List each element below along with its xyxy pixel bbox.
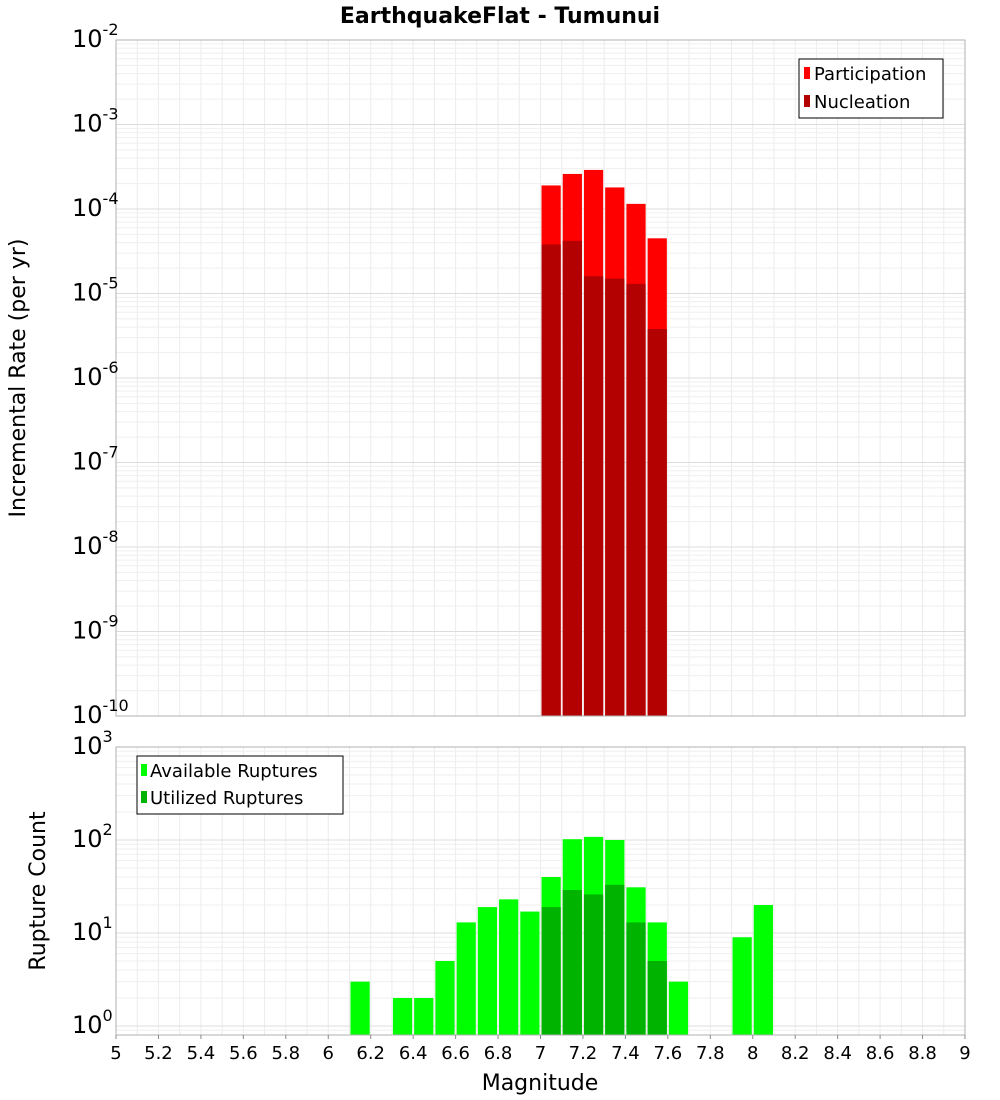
legend-swatch-nucleation [804,95,810,107]
legend-swatch-utilized-ruptures [141,791,147,803]
x-ticks-magnitude: 5 5.2 5.4 5.6 5.8 6 6.2 6.4 6.6 6.8 7 7.2 7.4 7.6 7.8 8… [110,1035,971,1064]
count-bar-available-ruptures [435,960,455,1035]
count-bar-utilized-ruptures [583,894,604,1035]
legend-swatch-available-ruptures [141,764,147,776]
y-ticks-rate: 10-10 10-9 10-8 10-7 10-6 10-5 10-4 10-3 10-2 [72,20,129,729]
count-bar-available-ruptures [350,981,370,1035]
rate-bar-nucleation [605,278,625,716]
count-bar-available-ruptures [456,922,476,1035]
xtick-label: 8.2 [781,1043,810,1064]
xtick-label: 5.8 [271,1043,300,1064]
xtick-label: 9 [959,1043,970,1064]
xtick-label: 6.8 [484,1043,513,1064]
xtick-label: 8.4 [823,1043,852,1064]
xtick-label: 8.8 [908,1043,937,1064]
legend-label-nucleation: Nucleation [814,92,910,113]
count-bar-utilized-ruptures [647,960,667,1035]
rate-ytick-label: 10-3 [72,105,119,138]
rate-ytick-label: 10-7 [72,443,119,476]
x-axis-label: Magnitude [482,1071,599,1096]
xtick-label: 6.2 [356,1043,385,1064]
rate-ytick-label: 10-10 [72,696,129,729]
xtick-label: 8.6 [866,1043,895,1064]
legend-swatch-participation [804,67,810,79]
count-bar-utilized-ruptures [605,884,625,1035]
count-bar-available-ruptures [520,911,540,1035]
xtick-label: 5.4 [187,1043,216,1064]
rate-ytick-label: 10-9 [72,612,119,645]
legend-rate: Participation Nucleation [798,58,944,119]
legend-box-rate [798,58,944,119]
chart-title: EarthquakeFlat - Tumunui [340,4,660,29]
xtick-label: 8 [747,1043,758,1064]
count-ytick-label: 100 [72,1006,113,1039]
xtick-label: 6.6 [441,1043,470,1064]
legend-label-available-ruptures: Available Ruptures [150,761,318,782]
xtick-label: 7.8 [696,1043,725,1064]
xtick-label: 7.6 [654,1043,683,1064]
xtick-label: 7 [535,1043,546,1064]
bars-count [350,836,773,1035]
count-bar-available-ruptures [753,904,773,1035]
count-bar-available-ruptures [499,899,519,1035]
count-bar-available-ruptures [392,997,413,1035]
rate-ytick-label: 10-5 [72,274,119,307]
count-bar-available-ruptures [477,907,498,1035]
legend-label-participation: Participation [814,64,926,85]
gridlines-rate [115,40,966,717]
xtick-label: 6.4 [399,1043,428,1064]
count-ytick-label: 101 [72,913,113,946]
legend-label-utilized-ruptures: Utilized Ruptures [150,788,303,809]
count-bar-utilized-ruptures [541,907,561,1035]
xtick-label: 5 [110,1043,121,1064]
count-bar-utilized-ruptures [626,922,646,1035]
rate-ytick-label: 10-6 [72,358,119,391]
rate-ytick-label: 10-8 [72,527,119,560]
legend-box-count [136,755,344,815]
count-bar-available-ruptures [668,981,689,1035]
rate-bar-nucleation [647,329,667,716]
count-bar-utilized-ruptures [562,889,582,1035]
xtick-label: 5.6 [229,1043,258,1064]
count-ytick-label: 103 [72,727,113,760]
xtick-label: 5.2 [144,1043,173,1064]
rate-bar-nucleation [626,283,646,716]
y-ticks-count: 100 101 102 103 [72,727,113,1039]
rate-bar-nucleation [562,240,582,716]
y-axis-label-rate: Incremental Rate (per yr) [6,239,31,518]
rate-bar-nucleation [541,244,561,716]
legend-count: Available Ruptures Utilized Ruptures [136,755,344,815]
y-axis-label-count: Rupture Count [26,811,51,971]
rate-ytick-label: 10-2 [72,20,119,53]
xtick-label: 7.2 [569,1043,598,1064]
count-bar-available-ruptures [414,997,434,1035]
count-bar-available-ruptures [732,937,752,1035]
bars-rate [541,169,667,717]
count-ytick-label: 102 [72,820,113,853]
plot-border-rate [115,39,966,717]
xtick-label: 6 [323,1043,334,1064]
rate-ytick-label: 10-4 [72,189,119,222]
rate-bar-nucleation [583,276,604,716]
xtick-label: 7.4 [611,1043,640,1064]
